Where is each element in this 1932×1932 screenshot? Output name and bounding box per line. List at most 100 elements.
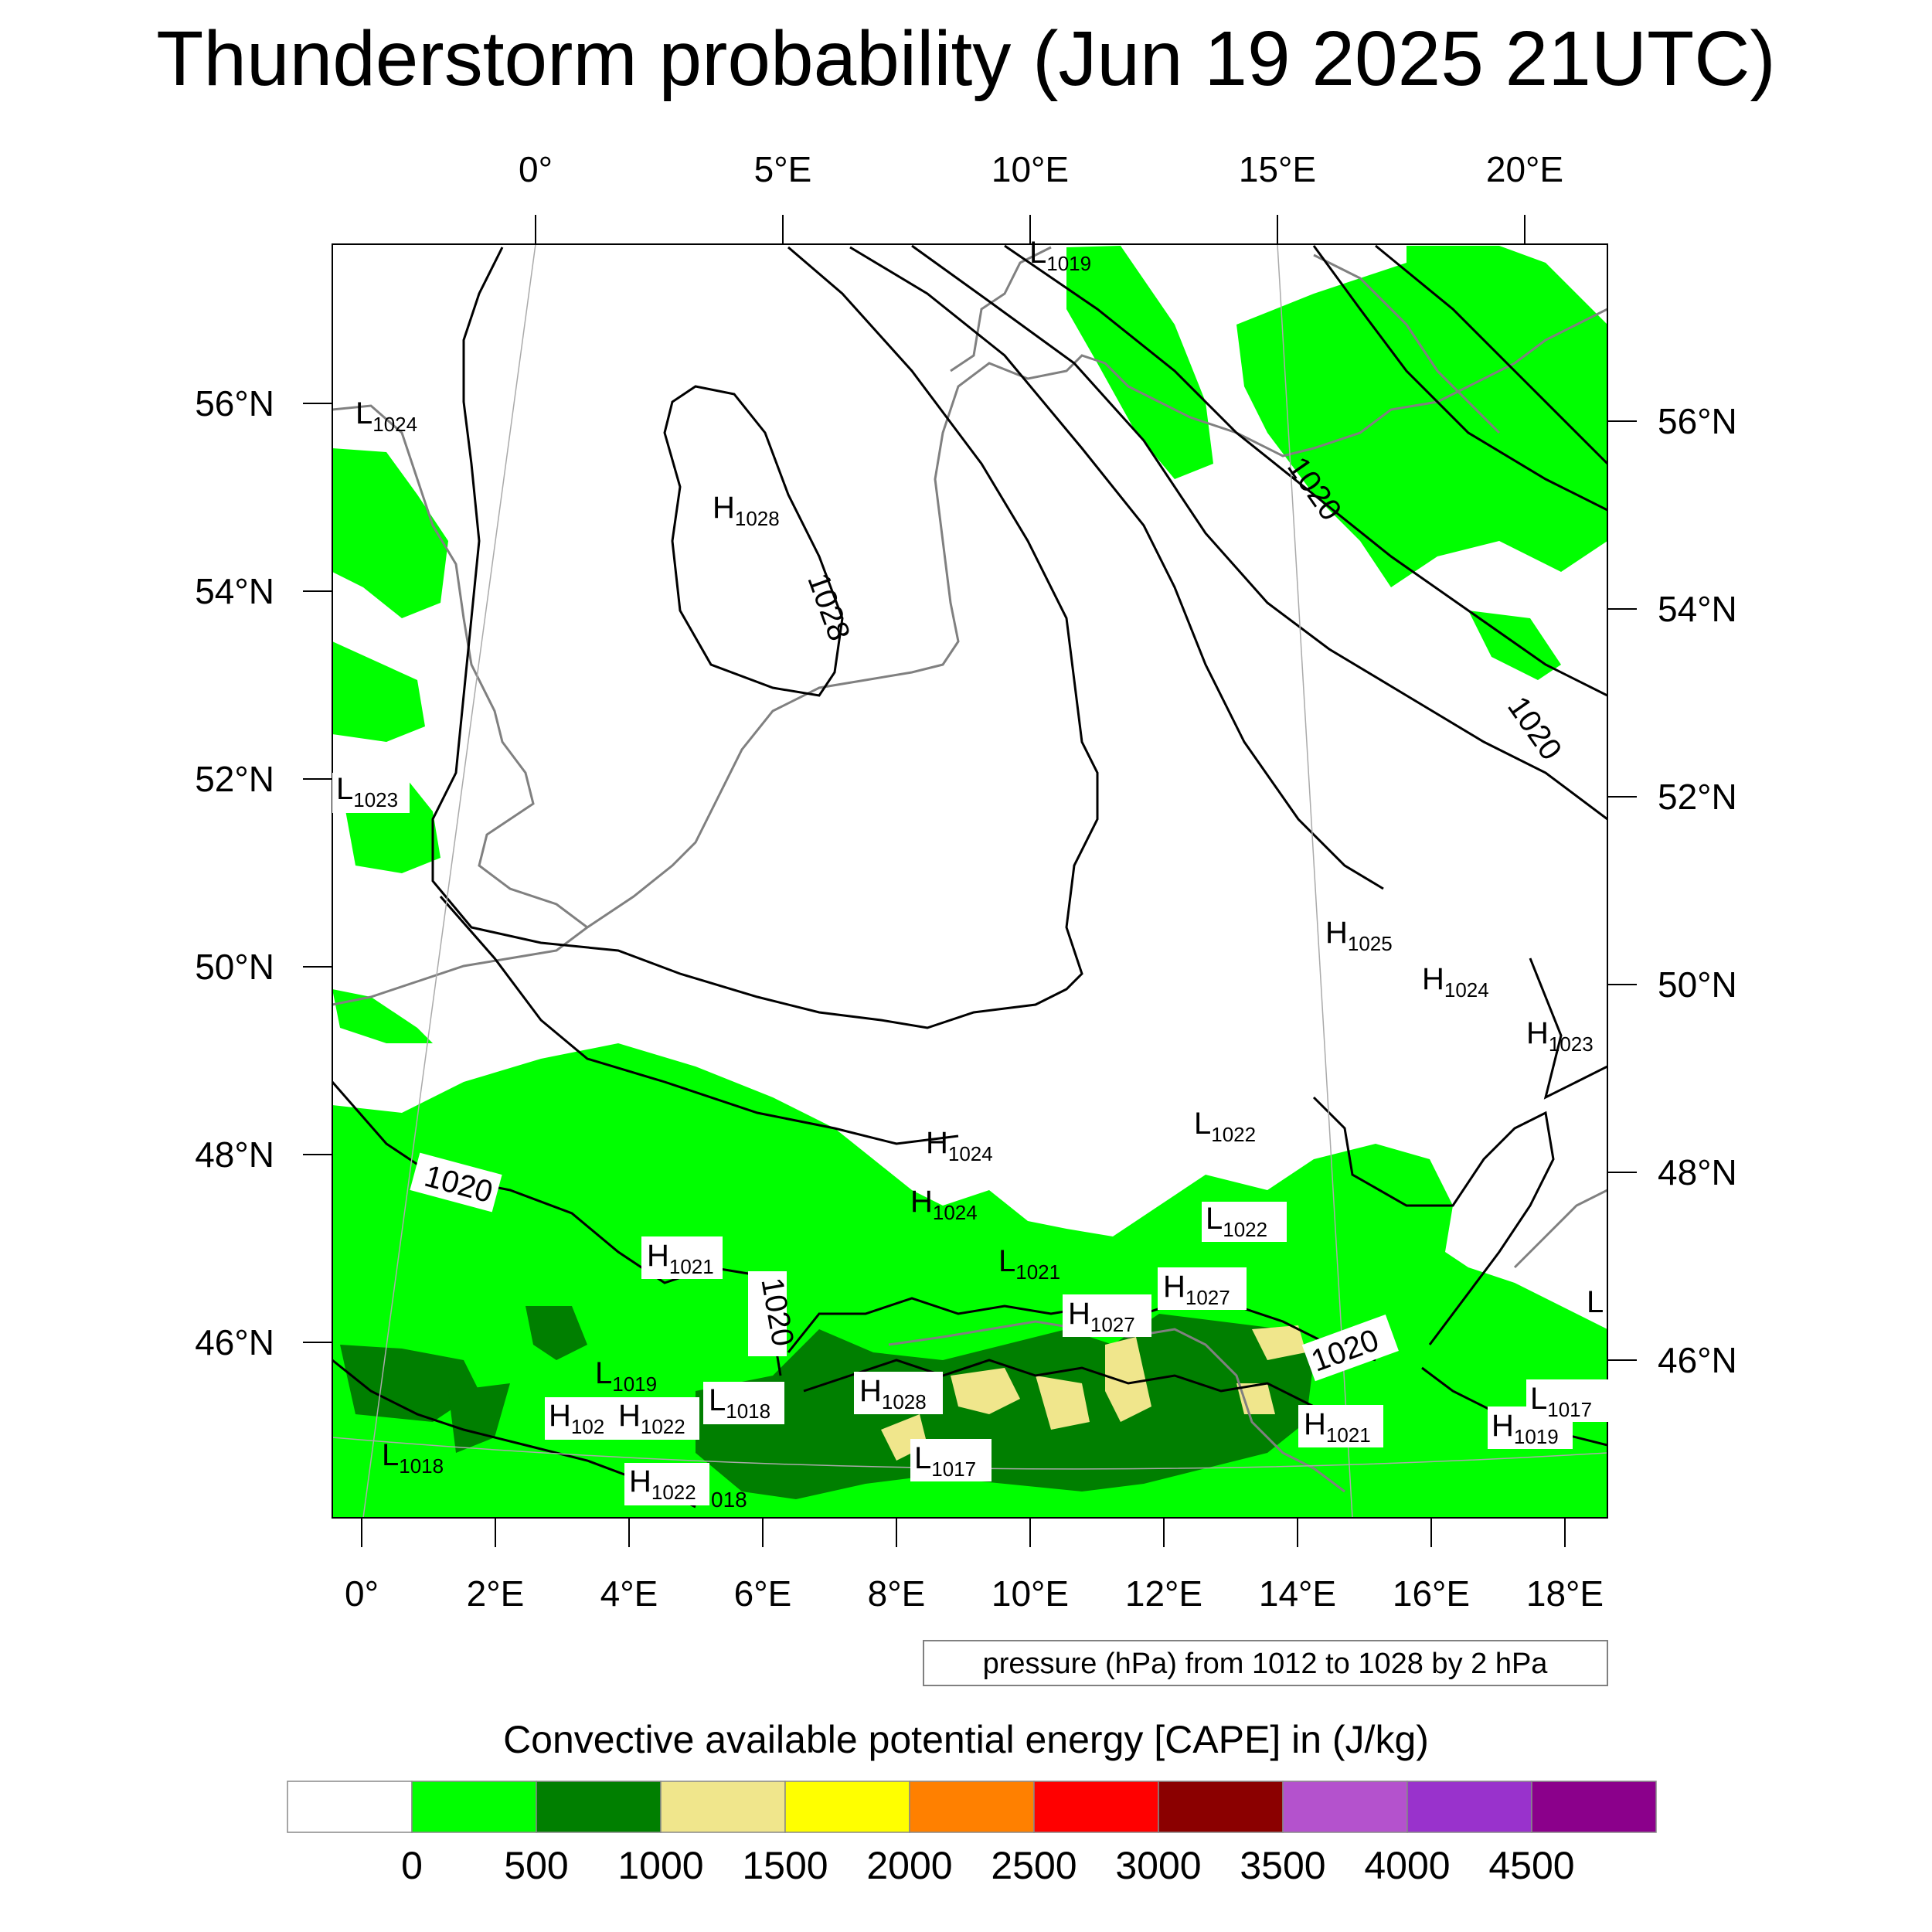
cape-khaki-2 bbox=[951, 1368, 1020, 1414]
lat-label-right: 52°N bbox=[1658, 777, 1737, 817]
isobar-1022-north bbox=[849, 246, 1384, 890]
svg-text:L1023: L1023 bbox=[336, 772, 398, 811]
pressure-center: L1019 bbox=[1029, 236, 1091, 275]
svg-text:L1018: L1018 bbox=[382, 1438, 444, 1478]
svg-text:L1022: L1022 bbox=[1206, 1202, 1267, 1241]
coastline-sweden bbox=[1313, 253, 1501, 434]
map-frame bbox=[332, 243, 1608, 1519]
pressure-center-value: 1021 bbox=[669, 1255, 714, 1278]
pressure-center: H1028 bbox=[713, 491, 780, 530]
colorbar-tick-label: 3000 bbox=[1115, 1844, 1201, 1887]
pressure-center: H1021 bbox=[1298, 1405, 1383, 1447]
svg-text:L1019: L1019 bbox=[595, 1356, 657, 1396]
pressure-center-value: 1022 bbox=[651, 1481, 696, 1504]
cape-dark-3 bbox=[526, 1306, 587, 1360]
coastlines bbox=[332, 246, 1607, 1493]
svg-text:H102: H102 bbox=[549, 1399, 604, 1438]
pressure-center-value: 1021 bbox=[1015, 1260, 1060, 1284]
pressure-center-type: H bbox=[618, 1399, 641, 1433]
pressure-center-value: 1024 bbox=[372, 413, 417, 436]
pressure-center: H1023 bbox=[1526, 1016, 1594, 1056]
pressure-center: L1023 bbox=[332, 772, 410, 813]
svg-text:L1018: L1018 bbox=[709, 1383, 770, 1423]
pressure-center-value: 1027 bbox=[1185, 1286, 1230, 1309]
lon-label-bottom: 18°E bbox=[1526, 1573, 1604, 1614]
pressure-center-type: H bbox=[859, 1374, 882, 1408]
isobar-label-box bbox=[410, 1152, 502, 1213]
pressure-center-value: 1017 bbox=[1547, 1398, 1592, 1421]
lat-label-left: 48°N bbox=[195, 1134, 274, 1175]
pressure-center-type: L bbox=[1206, 1202, 1223, 1236]
svg-text:H1027: H1027 bbox=[1068, 1297, 1135, 1336]
lon-label-bottom: 8°E bbox=[868, 1573, 926, 1614]
colorbar-tick-label: 3500 bbox=[1240, 1844, 1325, 1887]
pressure-center: L1019 bbox=[595, 1356, 657, 1396]
pressure-center: L1024 bbox=[355, 396, 417, 436]
map-panel bbox=[332, 243, 1608, 1519]
svg-text:L1022: L1022 bbox=[1194, 1107, 1256, 1146]
legend-title: Convective available potential energy [C… bbox=[503, 1718, 1429, 1761]
lon-labels-top bbox=[535, 215, 1526, 244]
pressure-center: H1024 bbox=[910, 1185, 978, 1224]
svg-text:L1017: L1017 bbox=[914, 1441, 976, 1481]
isobar-label: 1028 bbox=[801, 569, 856, 645]
pressure-center: H1024 bbox=[1422, 962, 1489, 1002]
svg-text:H1025: H1025 bbox=[1325, 916, 1393, 955]
pressure-center-value: 1022 bbox=[641, 1415, 685, 1438]
pressure-center-type: L bbox=[709, 1383, 726, 1417]
svg-text:H1024: H1024 bbox=[910, 1185, 978, 1224]
pressure-center-value: 1019 bbox=[612, 1372, 657, 1396]
cape-region-uk-2 bbox=[332, 641, 425, 742]
colorbar-tick-label: 4000 bbox=[1364, 1844, 1450, 1887]
pressure-center-type: H bbox=[910, 1185, 933, 1219]
pressure-center-type: L bbox=[914, 1441, 931, 1475]
pressure-center: H102 bbox=[545, 1397, 618, 1440]
svg-text:H1024: H1024 bbox=[1422, 962, 1489, 1002]
isobar-1022-east bbox=[1312, 1096, 1555, 1345]
isobar-label-box bbox=[1301, 1314, 1399, 1382]
coastline-uk bbox=[332, 404, 590, 1006]
pressure-center-value: 1028 bbox=[882, 1390, 927, 1413]
pressure-center-type: H bbox=[713, 491, 735, 525]
lon-label-bottom: 4°E bbox=[600, 1573, 658, 1614]
pressure-center-value: 1028 bbox=[735, 507, 780, 530]
pressure-center-type: L bbox=[1530, 1382, 1547, 1416]
svg-text:L: L bbox=[1587, 1285, 1604, 1319]
colorbar-box bbox=[1282, 1781, 1408, 1833]
colorbar-tick-label: 2500 bbox=[991, 1844, 1077, 1887]
pressure-center-value: 1017 bbox=[931, 1458, 976, 1481]
colorbar-tick-label: 4500 bbox=[1488, 1844, 1574, 1887]
coastline-croatia bbox=[1513, 1189, 1607, 1269]
pressure-center: L1018 bbox=[382, 1438, 444, 1478]
pressure-center-value: 1027 bbox=[1090, 1313, 1135, 1336]
lon-label-bottom: 14°E bbox=[1259, 1573, 1336, 1614]
lat-label-right: 56°N bbox=[1658, 401, 1737, 441]
isobar-alps-2 bbox=[803, 1359, 1315, 1408]
lat-label-right: 54°N bbox=[1658, 589, 1737, 629]
lat-label-text-left: 56°N 54°N 52°N 50°N 48°N 46°N bbox=[195, 383, 274, 1362]
graticule-meridian-0 bbox=[362, 244, 536, 1518]
lat-ticks-right bbox=[1607, 420, 1637, 1361]
colorbar-box bbox=[411, 1781, 537, 1833]
svg-text:H1021: H1021 bbox=[1304, 1407, 1371, 1447]
pressure-center: L1022 bbox=[1202, 1202, 1287, 1242]
colorbar-box bbox=[536, 1781, 662, 1833]
pressure-center-value: 1023 bbox=[1549, 1032, 1594, 1056]
coastline-continent bbox=[587, 308, 1607, 929]
lon-label-top: 20°E bbox=[1486, 149, 1563, 189]
colorbar-box bbox=[287, 1781, 413, 1833]
cape-khaki-4 bbox=[1105, 1337, 1151, 1422]
colorbar-tick-label: 500 bbox=[504, 1844, 568, 1887]
pressure-center: H1022 bbox=[624, 1463, 709, 1505]
colorbar-tick-label: 0 bbox=[401, 1844, 423, 1887]
lon-label-bottom: 2°E bbox=[467, 1573, 525, 1614]
lon-label-text-top: 0° 5°E 10°E 15°E 20°E bbox=[519, 149, 1563, 189]
pressure-center-value: 1019 bbox=[1514, 1425, 1559, 1448]
pressure-center-type: L bbox=[998, 1244, 1015, 1278]
pressure-center: L1018 bbox=[703, 1382, 784, 1424]
isobars bbox=[332, 244, 1607, 1509]
pressure-center: L1017 bbox=[1526, 1379, 1611, 1422]
pressure-center-fragment: 018 bbox=[711, 1488, 747, 1512]
colorbar-tick-label: 1000 bbox=[617, 1844, 703, 1887]
